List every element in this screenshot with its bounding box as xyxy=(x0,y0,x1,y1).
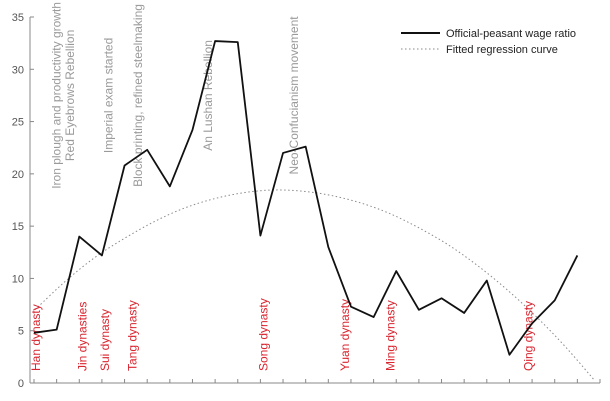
y-tick-label: 20 xyxy=(12,169,24,181)
y-tick-label: 5 xyxy=(18,326,24,338)
dynasty-label: Ming dynasty xyxy=(383,300,397,371)
event-label: Imperial exam started xyxy=(101,38,115,153)
ratio-line xyxy=(33,40,579,356)
dynasty-label: Tang dynasty xyxy=(125,300,139,371)
event-label: Block printing, refined steelmaking xyxy=(131,4,145,187)
y-tick-label: 25 xyxy=(12,117,24,129)
event-label: Iron plough and productivity growth xyxy=(49,2,63,189)
y-tick-label: 30 xyxy=(12,64,24,76)
y-tick-label: 0 xyxy=(18,378,24,390)
legend-label-ratio: Official-peasant wage ratio xyxy=(446,28,576,40)
dynasty-label: Song dynasty xyxy=(257,298,271,371)
dynasty-label: Han dynasty xyxy=(29,304,43,371)
axes: 0 5 10 15 20 25 30 35 xyxy=(12,12,601,390)
y-tick-label: 35 xyxy=(12,12,24,24)
dynasty-label: Sui dynasty xyxy=(98,309,112,371)
annotation-layer: Han dynasty Jin dynasties Sui dynasty Tang … xyxy=(29,2,535,371)
y-tick-label: 15 xyxy=(12,221,24,233)
fitted-curve-layer xyxy=(34,189,596,382)
dynasty-label: Qing dynasty xyxy=(522,301,536,371)
event-label: Neo-Confucianism movement xyxy=(287,16,301,175)
event-label: Red Eyebrows Rebellion xyxy=(63,30,77,161)
legend-label-fit: Fitted regression curve xyxy=(446,44,558,56)
legend: Official-peasant wage ratio Fitted regre… xyxy=(401,28,576,56)
fitted-curve xyxy=(34,189,596,382)
dynasty-label: Jin dynasties xyxy=(76,302,90,371)
dynasty-label: Yuan dynasty xyxy=(338,299,352,371)
y-tick-label: 10 xyxy=(12,273,24,285)
ratio-line-layer xyxy=(33,40,579,356)
event-label: An Lushan Rebellion xyxy=(201,40,215,151)
